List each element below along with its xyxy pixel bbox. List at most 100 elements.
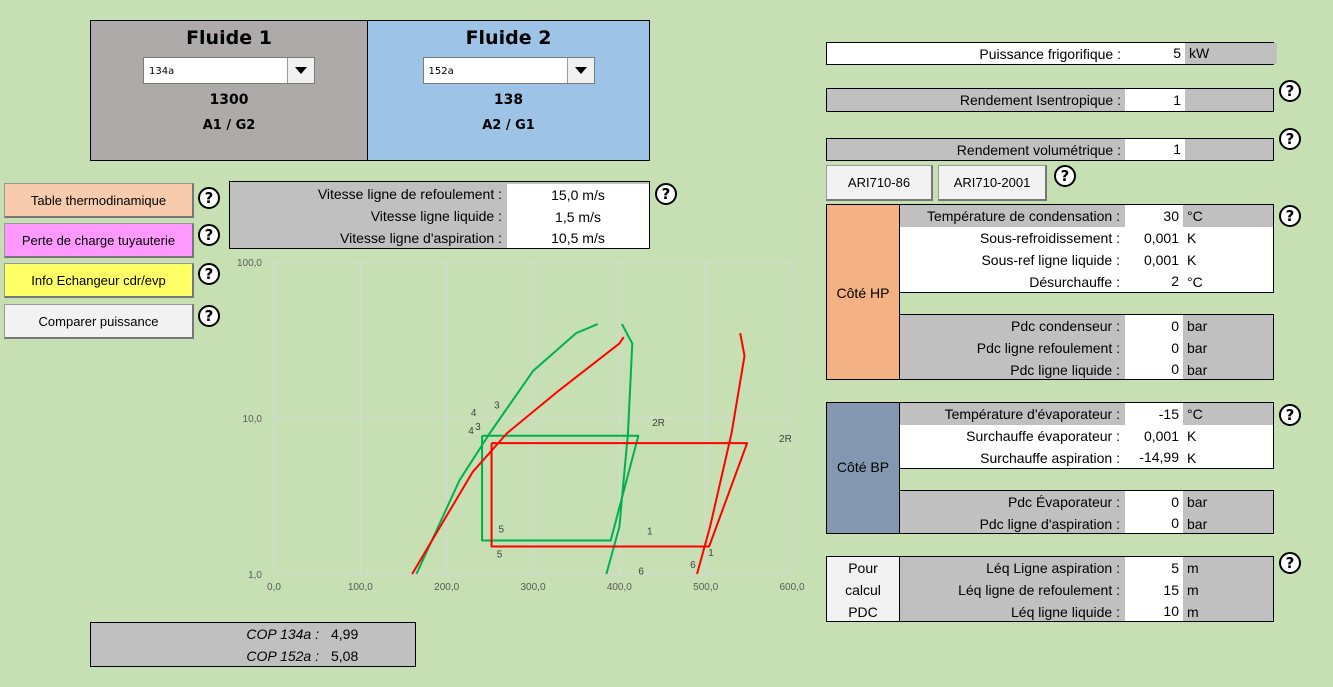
puissance-unit: kW bbox=[1185, 43, 1277, 64]
speed-label: Vitesse ligne liquide : bbox=[370, 208, 502, 224]
series-line bbox=[490, 442, 749, 548]
point-label: 5 bbox=[497, 549, 503, 560]
fluid1-gwp: 1300 bbox=[209, 92, 249, 108]
bp-pdc-input[interactable]: 0 bbox=[1125, 513, 1183, 533]
cop-label: COP 152a : bbox=[246, 648, 319, 664]
chevron-down-icon[interactable] bbox=[566, 58, 594, 83]
hp-pdc-label: Pdc condenseur : bbox=[1011, 318, 1120, 334]
help-icon[interactable]: ? bbox=[1054, 165, 1076, 187]
hp-params-panel: Température de condensation : 30 °C Sous… bbox=[899, 204, 1274, 293]
fluid2-title: Fluide 2 bbox=[465, 27, 552, 49]
speed-row: Vitesse ligne d'aspiration : 10,5 m/s bbox=[230, 228, 649, 250]
bp-side-label: Côté BP bbox=[836, 459, 890, 475]
help-icon[interactable]: ? bbox=[1279, 128, 1301, 150]
point-label: 4 bbox=[468, 426, 474, 437]
puissance-input[interactable]: 5 bbox=[1125, 43, 1185, 64]
hp-input[interactable]: 30 bbox=[1125, 205, 1183, 227]
series-line bbox=[605, 323, 634, 575]
rendement-volumetrique-label: Rendement volumétrique : bbox=[956, 142, 1121, 158]
pdc-params-panel: Léq Ligne aspiration : 5 m Léq ligne de … bbox=[899, 556, 1274, 622]
speed-value: 1,5 m/s bbox=[507, 206, 649, 228]
point-label: 3 bbox=[494, 401, 500, 412]
rendement-isentropique-row: Rendement Isentropique : 1 bbox=[826, 88, 1274, 112]
pdc-input[interactable]: 5 bbox=[1125, 557, 1183, 579]
ari710-2001-button[interactable]: ARI710-2001 bbox=[938, 165, 1047, 201]
help-icon[interactable]: ? bbox=[198, 187, 220, 209]
series-line bbox=[481, 434, 640, 542]
fluid2-select-value: 152a bbox=[428, 66, 454, 77]
hp-input[interactable]: 2 bbox=[1125, 271, 1183, 292]
bp-input[interactable]: 0,001 bbox=[1125, 425, 1183, 447]
comparer-puissance-button[interactable]: Comparer puissance bbox=[4, 304, 194, 339]
help-icon[interactable]: ? bbox=[1279, 552, 1301, 574]
bp-unit: °C bbox=[1187, 406, 1203, 422]
rendement-volumetrique-row: Rendement volumétrique : 1 bbox=[826, 138, 1274, 161]
puissance-row: Puissance frigorifique : 5 kW bbox=[826, 42, 1277, 65]
bp-input[interactable]: -15 bbox=[1125, 403, 1183, 425]
chart-background bbox=[232, 252, 812, 602]
bp-params-panel: Température d'évaporateur : -15 °C Surch… bbox=[899, 402, 1274, 469]
point-label: 2R bbox=[779, 434, 792, 445]
pdc-side-label-box: Pour calcul PDC bbox=[826, 556, 900, 622]
speed-label: Vitesse ligne d'aspiration : bbox=[340, 230, 502, 246]
help-icon[interactable]: ? bbox=[198, 224, 220, 246]
pdc-input[interactable]: 10 bbox=[1125, 601, 1183, 621]
series-line bbox=[411, 336, 625, 575]
fluid1-title: Fluide 1 bbox=[186, 27, 272, 49]
y-tick-label: 10,0 bbox=[243, 414, 263, 425]
hp-pdc-input[interactable]: 0 bbox=[1125, 315, 1183, 337]
bp-header-unit-bg bbox=[1183, 403, 1273, 425]
fluid2-select[interactable]: 152a bbox=[422, 57, 595, 84]
pdc-input[interactable]: 15 bbox=[1125, 579, 1183, 601]
help-icon[interactable]: ? bbox=[1279, 404, 1301, 426]
rendement-isentropique-input[interactable]: 1 bbox=[1125, 89, 1185, 111]
pdc-side-line: PDC bbox=[848, 604, 878, 620]
hp-input[interactable]: 0,001 bbox=[1125, 227, 1183, 249]
x-tick-label: 200,0 bbox=[434, 582, 459, 593]
hp-unit: K bbox=[1187, 252, 1197, 268]
point-label: 6 bbox=[638, 567, 644, 578]
bp-side-label-box: Côté BP bbox=[826, 402, 900, 534]
perte-charge-button[interactable]: Perte de charge tuyauterie bbox=[4, 223, 194, 258]
table-thermodynamique-button[interactable]: Table thermodinamique bbox=[4, 183, 194, 218]
pdc-unit: m bbox=[1187, 604, 1199, 620]
speed-value: 10,5 m/s bbox=[507, 228, 649, 248]
hp-unit: °C bbox=[1187, 208, 1203, 224]
hp-pdc-panel: Pdc condenseur : 0 bar Pdc ligne refoule… bbox=[899, 314, 1274, 380]
fluid1-panel: Fluide 1 134a 1300 A1 / G2 bbox=[90, 20, 368, 161]
rendement-volumetrique-input[interactable]: 1 bbox=[1125, 139, 1185, 160]
speed-row: Vitesse ligne de refoulement : 15,0 m/s bbox=[230, 184, 649, 206]
hp-label: Sous-refroidissement : bbox=[979, 230, 1120, 246]
hp-pdc-unit: bar bbox=[1187, 362, 1208, 378]
chevron-down-icon[interactable] bbox=[287, 58, 314, 83]
hp-pdc-input[interactable]: 0 bbox=[1125, 337, 1183, 359]
series-line bbox=[415, 323, 599, 575]
hp-header-bg bbox=[900, 205, 1125, 227]
hp-pdc-label: Pdc ligne refoulement : bbox=[976, 340, 1120, 356]
pdc-side-line: Pour bbox=[848, 560, 878, 576]
y-tick-label: 1,0 bbox=[248, 570, 262, 581]
fluid1-select[interactable]: 134a bbox=[143, 57, 315, 84]
y-tick-label: 100,0 bbox=[237, 258, 262, 269]
point-label: 1 bbox=[708, 548, 714, 559]
hp-header-unit-bg bbox=[1183, 205, 1273, 227]
ari710-86-button[interactable]: ARI710-86 bbox=[826, 165, 933, 201]
pdc-unit: m bbox=[1187, 582, 1199, 598]
hp-input[interactable]: 0,001 bbox=[1125, 249, 1183, 271]
point-label: 4 bbox=[471, 408, 477, 419]
help-icon[interactable]: ? bbox=[198, 263, 220, 285]
x-tick-label: 400,0 bbox=[607, 582, 632, 593]
pdc-label: Léq ligne de refoulement : bbox=[958, 582, 1120, 598]
help-icon[interactable]: ? bbox=[1279, 205, 1301, 227]
info-echangeur-button[interactable]: Info Echangeur cdr/evp bbox=[4, 263, 194, 298]
help-icon[interactable]: ? bbox=[198, 305, 220, 327]
bp-pdc-input[interactable]: 0 bbox=[1125, 491, 1183, 513]
bp-pdc-unit: bar bbox=[1187, 516, 1208, 532]
help-icon[interactable]: ? bbox=[1279, 80, 1301, 102]
hp-pdc-input[interactable]: 0 bbox=[1125, 359, 1183, 379]
cop-value: 5,08 bbox=[331, 648, 359, 664]
help-icon[interactable]: ? bbox=[655, 183, 677, 205]
bp-input[interactable]: -14,99 bbox=[1125, 447, 1183, 468]
pdc-label: Léq Ligne aspiration : bbox=[986, 560, 1120, 576]
speed-row: Vitesse ligne liquide : 1,5 m/s bbox=[230, 206, 649, 228]
